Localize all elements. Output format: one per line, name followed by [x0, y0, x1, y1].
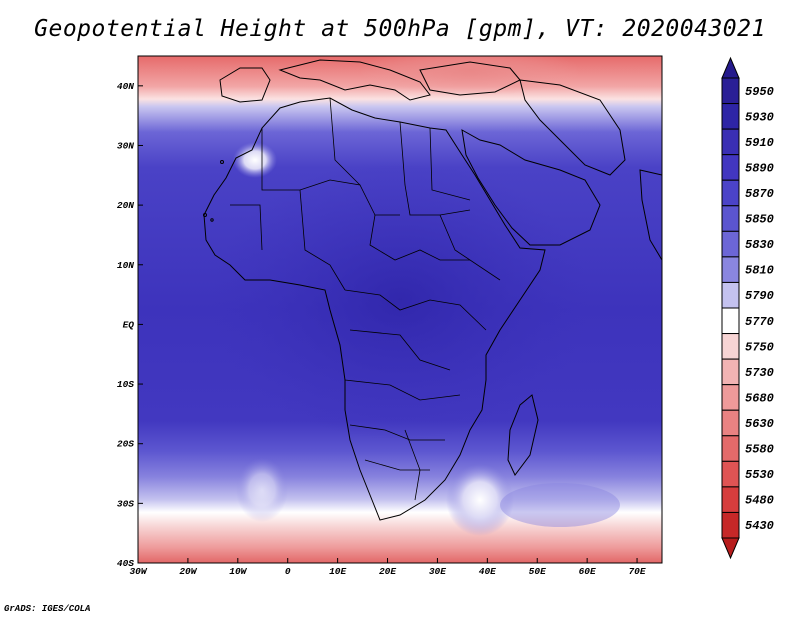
- colorbar-label: 5830: [745, 238, 774, 252]
- colorbar-label: 5810: [745, 264, 774, 278]
- colorbar-label: 5930: [745, 110, 774, 124]
- chart-title: Geopotential Height at 500hPa [gpm], VT:…: [34, 16, 766, 42]
- plot-frame: [137, 55, 663, 564]
- lat-tick-label: EQ: [123, 319, 135, 330]
- colorbar-bottom-triangle: [721, 537, 740, 560]
- colorbar-label: 5950: [745, 85, 774, 99]
- colorbar-label: 5730: [745, 366, 774, 380]
- colorbar-swatch: [721, 333, 740, 360]
- colorbar-swatch: [721, 230, 740, 258]
- lon-tick-label: 30E: [429, 566, 446, 577]
- lat-tick-label: 30N: [117, 140, 134, 151]
- lat-tick-label: 10S: [117, 379, 134, 390]
- colorbar-label: 5790: [745, 289, 774, 303]
- colorbar-label: 5770: [745, 315, 774, 329]
- colorbar-label: 5530: [745, 468, 774, 482]
- colorbar-top-triangle: [721, 56, 740, 79]
- coastlines: [203, 59, 662, 521]
- colorbar-label: 5630: [745, 417, 774, 431]
- colorbar-label: 5750: [745, 340, 774, 354]
- lat-tick-label: 20S: [117, 439, 134, 450]
- colorbar-swatch: [721, 154, 740, 181]
- latitude-axis: 40N 30N 20N 10N EQ 10S 20S 30S 40S: [117, 81, 143, 569]
- longitude-axis: 30W 20W 10W 0 10E 20E 30E 40E 50E 60E 70E: [129, 558, 646, 577]
- colorbar-swatch: [721, 103, 740, 130]
- colorbar-swatch: [721, 179, 740, 207]
- country-borders: [230, 97, 501, 501]
- colorbar: 5950 5930 5910 5890 5870 5850 5830 5810 5790 5770…: [721, 56, 774, 560]
- colorbar-label: 5850: [745, 213, 774, 227]
- colorbar-swatch: [721, 384, 740, 411]
- colorbar-label: 5870: [745, 187, 774, 201]
- colorbar-label: 5910: [745, 136, 774, 150]
- lon-tick-label: 30W: [129, 566, 147, 577]
- colorbar-swatch: [721, 256, 740, 283]
- lon-tick-label: 10W: [229, 566, 247, 577]
- colorbar-swatch: [721, 358, 740, 386]
- colorbar-swatch: [721, 77, 740, 105]
- colorbar-swatch: [721, 486, 740, 513]
- lon-tick-label: 50E: [529, 566, 546, 577]
- colorbar-swatch: [721, 409, 740, 437]
- grads-credit: GrADS: IGES/COLA: [4, 604, 91, 614]
- lat-tick-label: 40N: [117, 81, 134, 92]
- lon-tick-label: 0: [285, 566, 291, 577]
- colorbar-swatch: [721, 460, 740, 488]
- colorbar-swatch: [721, 511, 740, 539]
- colorbar-label: 5890: [745, 161, 774, 175]
- lon-tick-label: 10E: [329, 566, 346, 577]
- lon-tick-label: 60E: [579, 566, 596, 577]
- lat-tick-label: 40S: [117, 558, 134, 569]
- lon-tick-label: 20E: [379, 566, 396, 577]
- colorbar-swatch: [721, 435, 740, 462]
- colorbar-swatch: [721, 307, 740, 335]
- lat-tick-label: 30S: [117, 498, 134, 509]
- colorbar-label: 5580: [745, 443, 774, 457]
- lon-tick-label: 40E: [479, 566, 496, 577]
- lat-tick-label: 20N: [117, 200, 134, 211]
- colorbar-label: 5680: [745, 391, 774, 405]
- lon-tick-label: 20W: [179, 566, 197, 577]
- lat-tick-label: 10N: [117, 260, 134, 271]
- colorbar-swatch: [721, 281, 740, 309]
- colorbar-label: 5480: [745, 494, 774, 508]
- colorbar-swatch: [721, 205, 740, 232]
- colorbar-swatch: [721, 128, 740, 156]
- lon-tick-label: 70E: [628, 566, 645, 577]
- colorbar-label: 5430: [745, 519, 774, 533]
